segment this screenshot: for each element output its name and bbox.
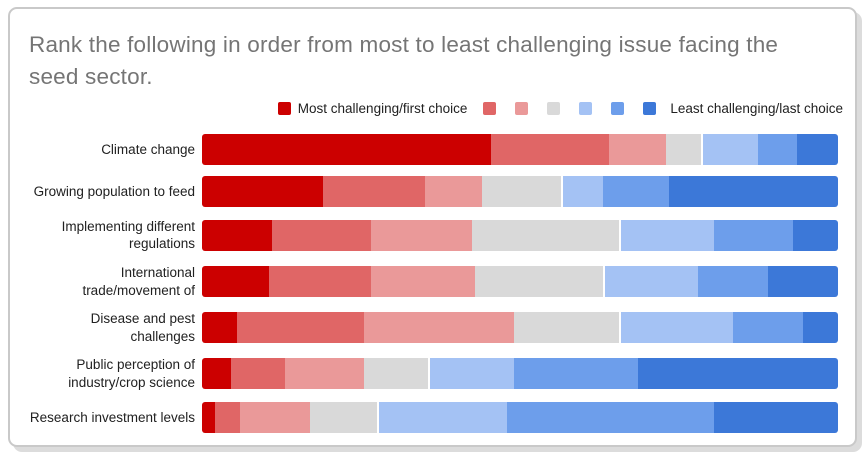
bar-row: Growing population to feed [26,175,838,207]
bar-segment-rank-2 [230,358,285,390]
bar-segment-rank-3 [240,402,311,434]
bar-segment-rank-7 [637,358,838,390]
bar-segment-rank-6 [602,175,670,207]
bar-segment-rank-5 [618,219,714,251]
legend-swatch-rank-6 [611,102,625,116]
bar-segment-rank-6 [698,266,768,298]
stacked-bar [202,312,838,344]
legend-rank-swatches [483,102,657,116]
bar-row: Climate change [26,133,838,165]
chart-legend: Most challenging/first choice Least chal… [10,100,849,118]
row-label: Disease and pest challenges [90,311,195,344]
legend-swatch-most-challenging [277,102,291,116]
row-label: Climate change [101,141,195,157]
bar-segment-rank-3 [424,175,482,207]
row-label: Implementing different regulations [61,218,195,252]
stacked-bar [202,133,838,165]
bar-segment-rank-5 [376,402,508,434]
bar-segment-rank-1 [202,133,492,165]
legend-label-most-challenging: Most challenging/first choice [297,101,468,117]
legend-label-least-challenging: Least challenging/last choice [670,101,843,117]
bar-segment-rank-7 [793,219,838,251]
bar-segment-rank-2 [268,266,371,298]
bar-segment-rank-3 [284,358,365,390]
legend-swatch-rank-4 [547,102,561,116]
row-label: Public perception of industry/crop scien… [68,357,195,390]
bar-segment-rank-7 [669,175,838,207]
bar-segment-rank-1 [202,266,269,298]
bar-segment-rank-4 [481,175,562,207]
bar-row: Research investment levels [26,402,838,434]
bar-segment-rank-4 [666,133,702,165]
bar-segment-rank-6 [513,358,638,390]
bar-row: Public perception of industry/crop scien… [26,356,838,391]
bar-segment-rank-4 [310,402,377,434]
bar-segment-rank-3 [370,219,473,251]
stacked-bar [202,219,838,251]
stacked-bar [202,402,838,434]
bar-segment-rank-3 [364,312,514,344]
bar-segment-rank-3 [609,133,667,165]
row-label: International trade/movement of [82,264,195,298]
bar-segment-rank-4 [475,266,603,298]
legend-swatch-rank-5 [579,102,593,116]
legend-swatch-rank-7 [643,102,657,116]
legend-swatch-rank-2 [483,102,497,116]
bar-segment-rank-2 [322,175,425,207]
chart-title: Rank the following in order from most to… [29,32,779,89]
bar-segment-rank-5 [427,358,514,390]
bar-segment-rank-1 [202,219,272,251]
bar-segment-rank-4 [472,219,619,251]
bar-segment-rank-2 [236,312,365,344]
row-label: Research investment levels [29,409,195,425]
bar-segment-rank-2 [271,219,371,251]
bar-segment-rank-2 [214,402,241,434]
row-label: Growing population to feed [33,183,195,199]
bar-row: Implementing different regulations [26,218,838,253]
bar-segment-rank-2 [491,133,610,165]
bar-segment-rank-1 [202,402,215,434]
survey-results-card: Rank the following in order from most to… [8,7,857,447]
bar-segment-rank-7 [802,312,838,344]
bar-segment-rank-7 [767,266,838,298]
bar-segment-rank-1 [202,358,231,390]
bar-segment-rank-6 [758,133,797,165]
stacked-bar [202,266,838,298]
bar-row: Disease and pest challenges [26,310,838,345]
bar-segment-rank-7 [796,133,838,165]
bar-segment-rank-4 [364,358,428,390]
bar-segment-rank-5 [618,312,734,344]
bar-segment-rank-5 [701,133,759,165]
bar-segment-rank-4 [513,312,619,344]
bar-segment-rank-6 [507,402,714,434]
bar-segment-rank-6 [733,312,803,344]
stacked-bar [202,358,838,390]
bar-segment-rank-7 [713,402,838,434]
bar-segment-rank-5 [602,266,699,298]
bar-segment-rank-1 [202,312,237,344]
stacked-bar [202,175,838,207]
bar-segment-rank-3 [370,266,476,298]
bar-segment-rank-5 [561,175,603,207]
legend-swatch-rank-3 [515,102,529,116]
bar-segment-rank-1 [202,175,323,207]
bar-row: International trade/movement of [26,264,838,299]
stacked-bar-chart: Climate change Growing population to feed… [26,133,838,434]
bar-segment-rank-6 [713,219,794,251]
